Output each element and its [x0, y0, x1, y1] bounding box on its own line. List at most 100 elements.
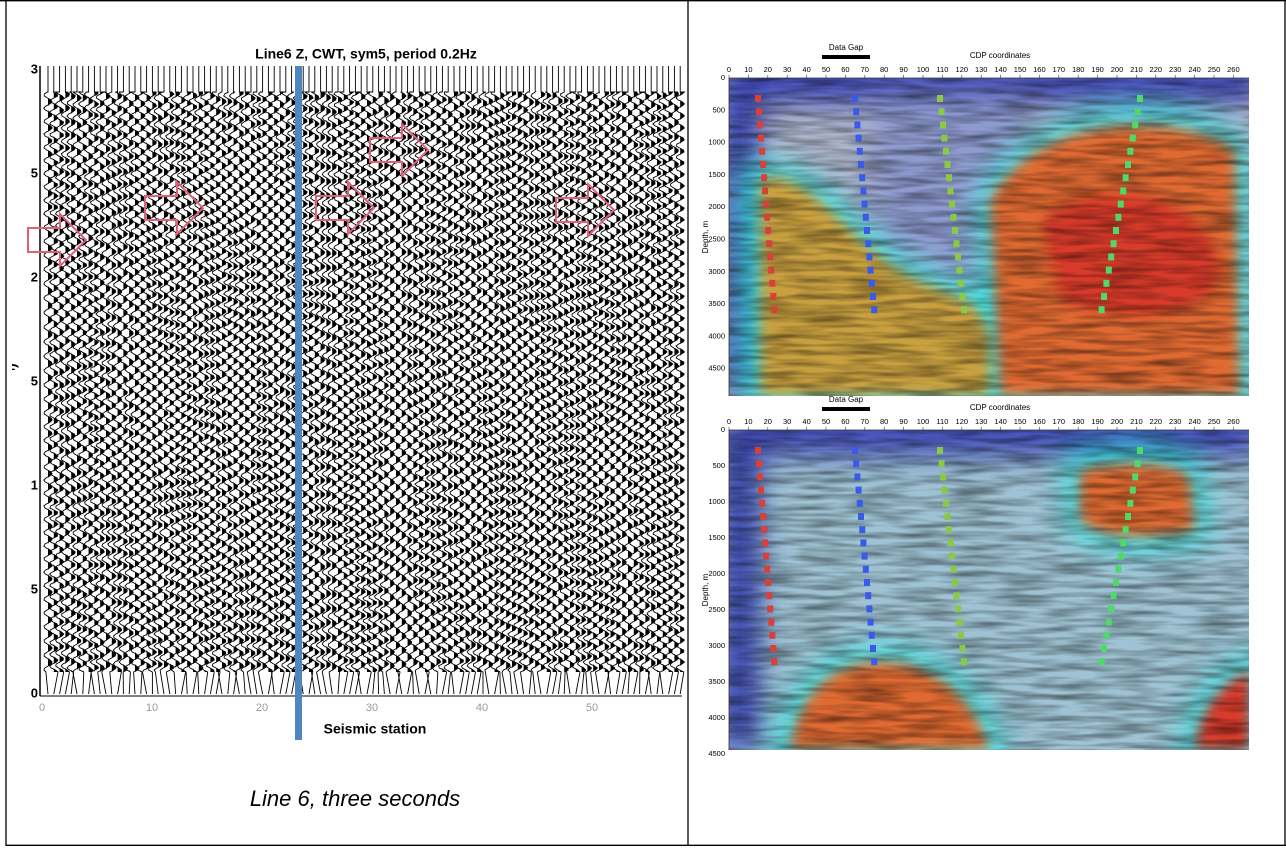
trace-fill: [332, 92, 337, 672]
y-tick-label: 1500: [708, 170, 725, 179]
y-tick-label: 500: [712, 105, 725, 114]
trace-line: [611, 66, 622, 695]
dot: [759, 147, 766, 155]
dot: [759, 499, 766, 507]
dot: [961, 658, 967, 666]
dot: [1101, 645, 1107, 652]
dot: [871, 658, 878, 666]
dot: [1101, 293, 1107, 300]
trace-line: [245, 66, 256, 695]
x-tick-label: 170: [1053, 417, 1066, 426]
trace-line: [321, 66, 332, 695]
trace-fill: [471, 92, 476, 672]
dot: [1117, 200, 1124, 208]
x-tick-label: 140: [994, 65, 1007, 74]
trace-fill: [129, 92, 134, 672]
y-tick-label: 5: [31, 165, 38, 180]
trace-line: [524, 66, 535, 695]
dot: [1137, 95, 1143, 102]
dot: [763, 552, 770, 560]
trace-fill: [280, 92, 285, 672]
dot: [959, 293, 966, 300]
dot: [953, 240, 960, 248]
dot: [944, 161, 951, 168]
dot: [1134, 108, 1141, 116]
dot: [1127, 147, 1134, 155]
trace-line: [530, 66, 541, 695]
dot: [771, 658, 778, 666]
dot: [1134, 460, 1141, 468]
dot: [859, 174, 866, 182]
x-tick-label: 220: [1150, 65, 1163, 74]
dot: [757, 473, 764, 481]
dot: [756, 108, 763, 116]
y-tick-label: 5: [31, 581, 38, 596]
dot: [852, 447, 858, 454]
seismic-panel: [729, 430, 1249, 750]
trace-line: [501, 66, 512, 695]
x-tick-label: 80: [880, 65, 888, 74]
dot: [860, 187, 867, 195]
trace-line: [628, 66, 639, 695]
x-tick-label: 60: [841, 65, 849, 74]
dot: [1115, 213, 1122, 221]
trace-line: [402, 66, 413, 695]
x-tick-label: 0: [727, 65, 731, 74]
trace-line: [367, 66, 378, 695]
trace-line: [414, 66, 425, 695]
dot: [767, 605, 774, 613]
dot: [864, 227, 870, 234]
x-tick-label: 150: [1014, 417, 1027, 426]
dot: [952, 227, 958, 234]
dot: [852, 95, 858, 102]
dot: [938, 460, 945, 468]
trace-fill: [117, 92, 122, 672]
trace-line: [669, 66, 680, 695]
dot: [870, 645, 876, 652]
x-tick-label: 120: [956, 417, 969, 426]
dot: [858, 161, 864, 168]
x-tick-label: 10: [146, 702, 158, 714]
dot: [761, 526, 768, 534]
y-tick-label: 5: [31, 373, 38, 388]
x-tick-label: 70: [861, 417, 869, 426]
dot: [1125, 513, 1131, 520]
gap-label: Data Gap: [829, 43, 864, 52]
y-tick-label: 1000: [708, 138, 725, 147]
dot: [761, 174, 768, 182]
dot: [940, 473, 946, 481]
dot: [871, 306, 878, 314]
trace-line: [617, 66, 628, 695]
dot: [1105, 266, 1112, 274]
dot: [1098, 306, 1105, 314]
dot: [949, 200, 955, 208]
y-tick-label: 1000: [708, 497, 725, 506]
dot: [861, 200, 868, 208]
dot: [758, 134, 765, 142]
trace-line: [663, 66, 674, 695]
x-tick-label: 200: [1111, 417, 1124, 426]
dot: [1120, 187, 1127, 195]
dot: [1122, 174, 1129, 182]
x-tick-label: 210: [1130, 417, 1143, 426]
trace-line: [431, 66, 442, 695]
x-tick-label: 40: [476, 702, 488, 714]
trace-fill: [158, 92, 163, 672]
dot: [955, 253, 961, 261]
trace-line: [135, 66, 147, 695]
trace-line: [507, 66, 517, 695]
wiggle-traces: [43, 66, 686, 695]
dot: [947, 539, 954, 547]
x-tick-label: 0: [39, 702, 45, 714]
trace-line: [559, 66, 570, 695]
y-tick-label: 3: [31, 61, 38, 76]
x-tick-label: 210: [1130, 65, 1143, 74]
trace-line: [420, 66, 431, 695]
trace-line: [118, 66, 129, 695]
trace-line: [536, 66, 546, 695]
dot: [855, 134, 862, 142]
dot: [862, 213, 869, 221]
y-tick-label: 3500: [708, 677, 725, 686]
trace-line: [588, 66, 599, 695]
